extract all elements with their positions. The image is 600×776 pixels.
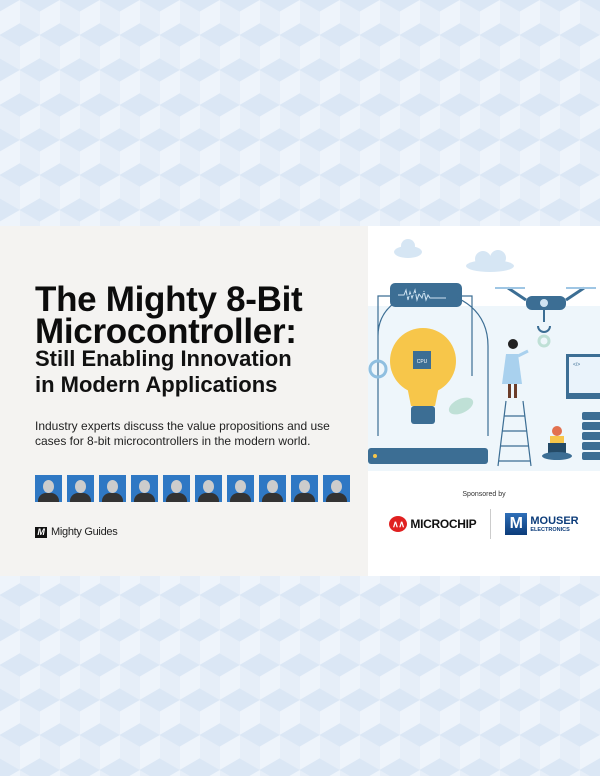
sponsored-by-label: Sponsored by	[462, 491, 506, 498]
description: Industry experts discuss the value propo…	[35, 419, 330, 448]
mouser-name: MOUSER	[530, 514, 579, 527]
expert-photo	[131, 475, 158, 502]
expert-photo	[163, 475, 190, 502]
subtitle-line-1: Still Enabling Innovation	[35, 346, 292, 371]
sitting-person	[542, 426, 572, 460]
logo-divider	[490, 509, 492, 539]
expert-photo	[99, 475, 126, 502]
microcontroller-illustration: CPU </>	[368, 239, 600, 471]
expert-photo	[291, 475, 318, 502]
engineer-figure	[502, 339, 529, 398]
mouser-icon: M	[505, 513, 528, 535]
title-line-1: The Mighty 8-Bit	[35, 280, 303, 319]
sponsor-logos: ∧∧ MICROCHIP M MOUSER ELECTRONICS	[368, 509, 600, 539]
publisher-name: Mighty Guides	[51, 526, 118, 538]
publisher-logo: M Mighty Guides	[35, 526, 118, 538]
server-rack-icon	[582, 412, 600, 460]
cover-band: The Mighty 8-Bit Microcontroller: Still …	[0, 226, 600, 576]
cpu-label: CPU	[417, 359, 428, 365]
expert-photo	[67, 475, 94, 502]
microchip-logo: ∧∧ MICROCHIP	[389, 516, 477, 532]
monitor-icon: </>	[566, 354, 600, 399]
gear-icon	[368, 359, 388, 379]
main-title: The Mighty 8-Bit Microcontroller:	[35, 280, 303, 351]
machine-base	[368, 448, 488, 464]
ladder-icon	[497, 400, 532, 467]
mighty-guides-icon: M	[35, 526, 47, 538]
mouser-logo: M MOUSER ELECTRONICS	[505, 513, 579, 535]
expert-photo	[323, 475, 350, 502]
title-panel: The Mighty 8-Bit Microcontroller: Still …	[0, 226, 368, 576]
subtitle: Still Enabling Innovation in Modern Appl…	[35, 346, 292, 398]
signal-display	[390, 283, 462, 307]
illustration-panel: CPU </> Sponsored by ∧∧ MICROCHIP M MOUSER…	[368, 226, 600, 576]
code-label: </>	[573, 362, 580, 368]
expert-photo	[35, 475, 62, 502]
subtitle-line-2: in Modern Applications	[35, 372, 278, 397]
expert-photo	[227, 475, 254, 502]
expert-photo	[259, 475, 286, 502]
expert-photo	[195, 475, 222, 502]
expert-photos	[35, 475, 350, 502]
title-line-2: Microcontroller:	[35, 312, 297, 351]
cloud-icon	[394, 239, 514, 272]
cpu-chip-icon	[413, 351, 431, 369]
microchip-icon: ∧∧	[389, 516, 408, 532]
drone-icon	[495, 286, 596, 333]
leaf-icon	[448, 397, 474, 415]
microchip-name: MICROCHIP	[410, 517, 477, 531]
mouser-sub: ELECTRONICS	[530, 526, 570, 533]
